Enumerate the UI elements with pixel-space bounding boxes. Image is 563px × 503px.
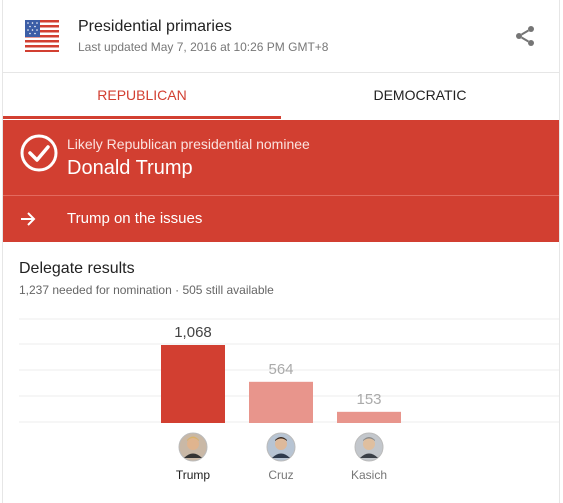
avatar — [266, 432, 296, 462]
delegate-results-subtitle: 1,237 needed for nomination · 505 still … — [19, 283, 274, 297]
avatar — [354, 432, 384, 462]
candidate-cruz[interactable]: Cruz — [241, 432, 321, 482]
bar-value-label: 153 — [356, 391, 381, 408]
nominee-name: Donald Trump — [67, 157, 193, 179]
share-icon[interactable] — [513, 24, 537, 48]
last-updated: Last updated May 7, 2016 at 10:26 PM GMT… — [78, 40, 329, 54]
card-title: Presidential primaries — [78, 18, 232, 35]
nominee-banner: Likely Republican presidential nominee D… — [3, 120, 559, 242]
delegate-results-title: Delegate results — [19, 260, 135, 277]
us-flag-icon — [25, 20, 59, 52]
check-circle-icon — [20, 134, 58, 172]
candidate-name: Kasich — [350, 468, 388, 482]
bar-trump — [161, 345, 225, 423]
tab-democratic[interactable]: DEMOCRATIC — [373, 87, 467, 103]
nominee-label: Likely Republican presidential nominee — [67, 136, 310, 152]
card-header: Presidential primaries Last updated May … — [3, 0, 559, 72]
candidate-kasich[interactable]: Kasich — [329, 432, 409, 482]
avatar — [178, 432, 208, 462]
candidate-name: Trump — [175, 468, 211, 482]
bar-cruz — [249, 381, 313, 423]
tab-republican[interactable]: REPUBLICAN — [3, 73, 281, 119]
delegate-bar-chart: 1,068 564 153 — [19, 318, 559, 423]
candidate-name: Cruz — [268, 468, 294, 482]
issues-link-label: Trump on the issues — [67, 210, 203, 227]
bar-value-label: 564 — [268, 361, 293, 378]
issues-link[interactable]: Trump on the issues — [3, 196, 559, 242]
party-tabs: REPUBLICAN DEMOCRATIC — [3, 72, 559, 119]
candidate-trump[interactable]: Trump — [153, 432, 233, 482]
bar-kasich — [337, 411, 401, 423]
bar-value-label: 1,068 — [174, 324, 212, 341]
banner-divider — [3, 195, 559, 196]
arrow-right-icon — [21, 212, 36, 226]
